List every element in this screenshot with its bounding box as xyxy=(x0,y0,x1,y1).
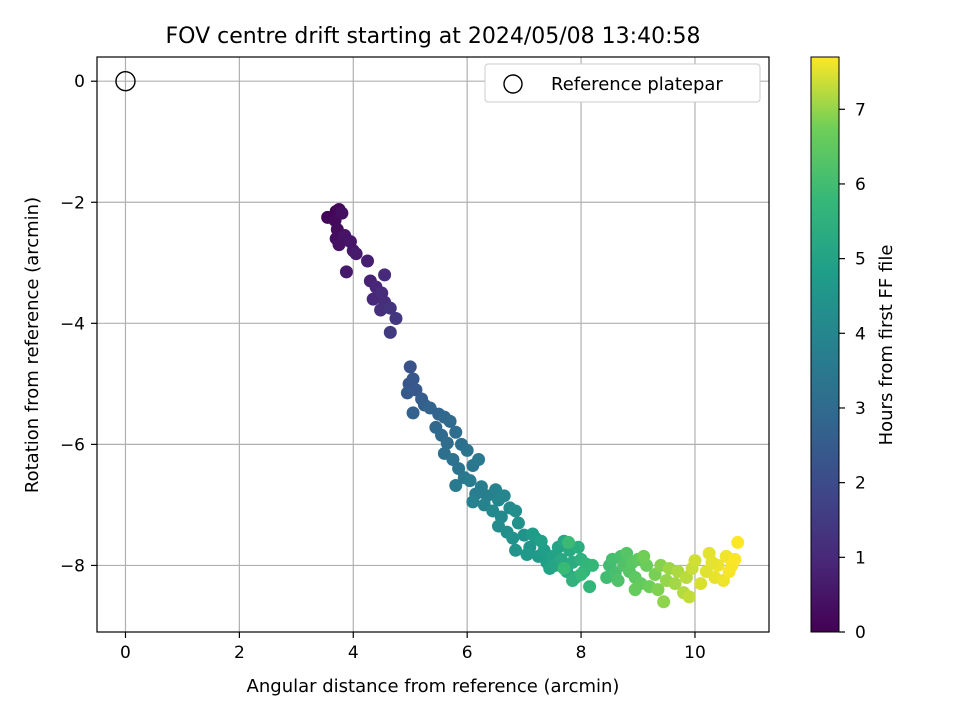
data-point xyxy=(557,561,571,575)
data-point xyxy=(651,583,665,597)
data-point xyxy=(472,453,486,466)
data-point xyxy=(361,254,375,268)
data-point xyxy=(378,268,392,282)
data-point xyxy=(585,558,599,572)
data-point xyxy=(728,552,742,566)
data-point xyxy=(731,535,745,549)
data-point xyxy=(383,301,397,315)
data-point xyxy=(705,555,719,569)
data-point xyxy=(534,534,548,548)
data-point xyxy=(339,265,353,279)
colorbar-tick-label: 1 xyxy=(855,548,866,568)
data-point xyxy=(509,504,523,518)
data-point xyxy=(443,414,457,428)
data-point xyxy=(511,516,525,530)
y-tick-label: −6 xyxy=(60,435,85,455)
data-point xyxy=(611,574,625,588)
y-tick-label: 0 xyxy=(74,72,85,92)
data-point xyxy=(520,548,534,562)
chart-title: FOV centre drift starting at 2024/05/08 … xyxy=(166,24,701,49)
scatter-points xyxy=(115,71,745,609)
x-axis-ticks: 0 2 4 6 8 10 xyxy=(120,632,706,663)
x-tick-label: 6 xyxy=(462,643,473,663)
data-point xyxy=(497,489,511,503)
colorbar xyxy=(810,56,840,633)
colorbar-ticks: 0 1 2 3 4 5 6 7 xyxy=(839,100,866,643)
data-point xyxy=(509,543,523,557)
data-point xyxy=(383,325,397,339)
data-point xyxy=(682,590,696,604)
x-tick-label: 8 xyxy=(576,643,587,663)
legend-marker-icon xyxy=(503,74,523,94)
data-point xyxy=(574,568,588,581)
data-point xyxy=(406,372,420,386)
data-point xyxy=(637,549,651,563)
data-point xyxy=(463,474,477,488)
x-axis-label: Angular distance from reference (arcmin) xyxy=(247,676,620,697)
plot-area-frame xyxy=(96,56,770,633)
y-axis-label: Rotation from reference (arcmin) xyxy=(22,197,43,493)
legend-label: Reference platepar xyxy=(551,74,723,95)
y-tick-label: −2 xyxy=(60,193,85,213)
grid-lines xyxy=(97,57,769,632)
colorbar-tick-label: 5 xyxy=(855,250,866,270)
data-point xyxy=(449,425,463,439)
data-point xyxy=(335,206,349,220)
colorbar-tick-label: 3 xyxy=(855,399,866,419)
colorbar-tick-label: 7 xyxy=(855,100,866,120)
x-tick-label: 10 xyxy=(684,643,706,663)
data-point xyxy=(562,535,576,549)
data-point xyxy=(389,311,403,325)
x-tick-label: 4 xyxy=(348,643,359,663)
legend: Reference platepar xyxy=(484,63,761,103)
x-tick-label: 2 xyxy=(234,643,245,663)
data-point xyxy=(406,406,420,420)
colorbar-tick-label: 4 xyxy=(855,324,866,344)
data-point xyxy=(440,436,454,450)
data-point xyxy=(526,527,540,541)
colorbar-tick-label: 2 xyxy=(855,474,866,494)
data-point xyxy=(460,443,474,457)
colorbar-tick-label: 0 xyxy=(855,623,866,643)
y-tick-label: −4 xyxy=(60,314,85,334)
data-point xyxy=(374,303,388,317)
colorbar-tick-label: 6 xyxy=(855,175,866,195)
data-point xyxy=(628,583,642,597)
y-axis-ticks: 0 −2 −4 −6 −8 xyxy=(60,72,97,576)
data-point xyxy=(657,595,671,609)
data-point xyxy=(668,577,682,591)
y-tick-label: −8 xyxy=(60,556,85,576)
data-point xyxy=(506,531,520,545)
data-point xyxy=(349,247,363,261)
data-point xyxy=(571,540,585,554)
x-tick-label: 0 xyxy=(120,643,131,663)
data-point xyxy=(403,360,417,374)
reference-platepar-point xyxy=(115,71,136,92)
legend-box xyxy=(484,63,761,103)
data-point xyxy=(583,580,597,594)
data-point xyxy=(466,495,480,509)
data-point xyxy=(694,577,708,591)
data-point xyxy=(722,564,736,578)
colorbar-label: Hours from first FF file xyxy=(876,245,897,446)
data-point xyxy=(449,479,463,493)
data-point xyxy=(688,554,702,568)
data-point xyxy=(400,386,414,400)
